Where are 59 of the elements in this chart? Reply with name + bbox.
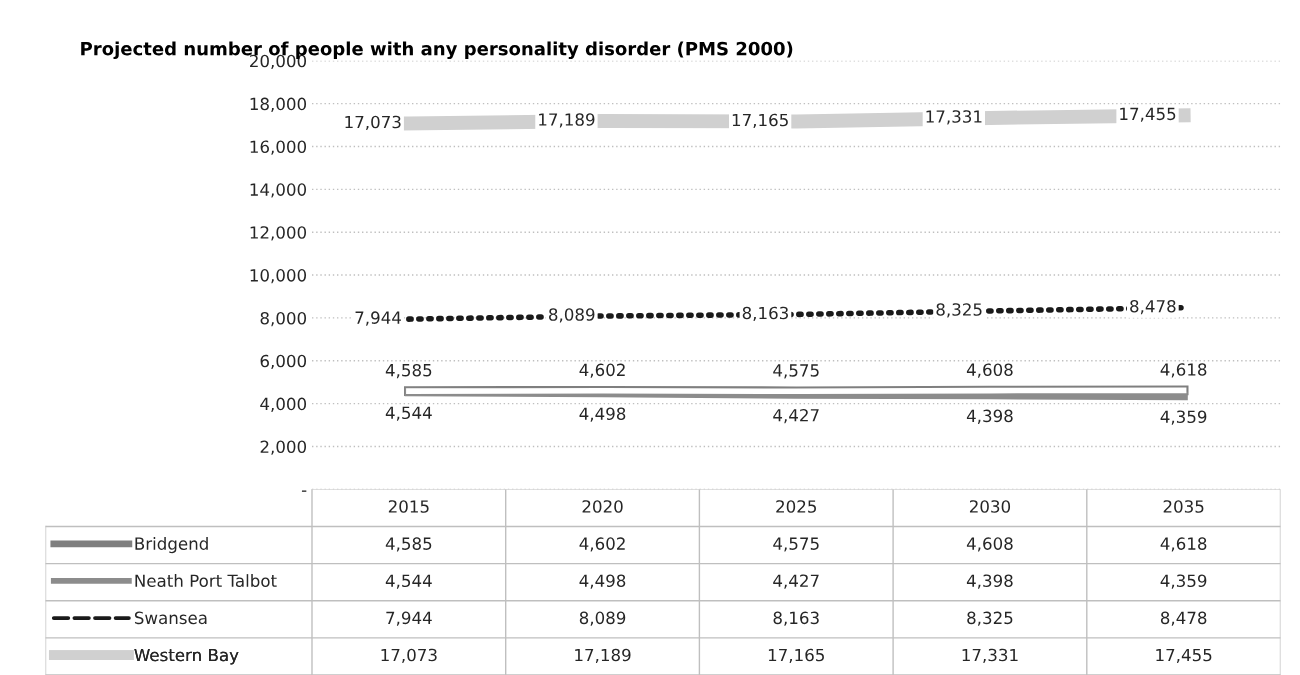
text: 4,608 <box>966 363 1013 378</box>
text: 4,602 <box>579 363 625 378</box>
y-tick-label: 14,000 <box>250 183 307 198</box>
text: 4,359 <box>1160 410 1207 425</box>
text: 4,575 <box>773 364 819 379</box>
data-label: 17,455 <box>1156 648 1212 663</box>
text: 4,585 <box>385 363 432 379</box>
data-label: 4,575 <box>773 537 819 552</box>
y-tick-label: 4,000 <box>260 397 307 412</box>
data-label: 4,427 <box>773 574 819 589</box>
text: 8,089 <box>549 308 595 323</box>
x-tick-label: 2030 <box>969 500 1011 513</box>
data-label: 17,165 <box>768 648 824 663</box>
data-label: 4,359 <box>1160 574 1207 589</box>
y-tick-label: 6,000 <box>260 354 307 370</box>
text: 4,427 <box>773 408 819 424</box>
text: 4,618 <box>1160 363 1207 378</box>
data-label: 7,944 <box>386 611 432 626</box>
data-label: 4,544 <box>385 574 432 589</box>
data-label: 8,089 <box>579 611 626 626</box>
y-tick-label: 2,000 <box>260 440 307 455</box>
data-label: 17,073 <box>381 648 437 663</box>
y-tick-label: - <box>301 490 307 492</box>
legend-label: Swansea <box>134 611 207 625</box>
data-label: 4,618 <box>1160 537 1207 552</box>
text: 8,163 <box>742 306 788 321</box>
text: 8,478 <box>1130 299 1176 315</box>
data-label: 4,498 <box>579 574 626 589</box>
text: 17,189 <box>539 113 595 128</box>
data-label: 8,163 <box>773 611 819 626</box>
data-label: 17,189 <box>575 648 631 663</box>
data-label: 4,608 <box>966 537 1013 552</box>
text: 7,944 <box>355 311 401 326</box>
data-label: 4,585 <box>385 537 432 552</box>
x-tick-label: 2020 <box>582 500 623 513</box>
legend-label: Bridgend <box>135 537 208 554</box>
data-label: 4,398 <box>966 574 1013 589</box>
text: 17,331 <box>926 110 982 125</box>
y-tick-label: 12,000 <box>250 226 307 241</box>
x-tick-label: 2035 <box>1163 500 1204 513</box>
data-label: 8,478 <box>1160 611 1207 626</box>
data-label: 4,602 <box>579 537 625 552</box>
x-tick-label: 2015 <box>388 500 429 513</box>
legend-label: Neath Port Talbot <box>135 574 277 588</box>
y-tick-label: 16,000 <box>250 140 307 155</box>
y-tick-label: 8,000 <box>260 311 307 327</box>
text: 4,398 <box>966 409 1013 424</box>
text: 4,544 <box>385 406 432 421</box>
text: 8,325 <box>936 303 982 318</box>
text: 17,073 <box>345 115 401 131</box>
text: 17,455 <box>1120 107 1176 122</box>
text: 4,498 <box>579 407 626 422</box>
y-tick-label: 10,000 <box>250 269 307 284</box>
data-label: 17,331 <box>962 648 1018 663</box>
x-tick-label: 2025 <box>776 500 816 513</box>
text: 17,165 <box>732 113 788 129</box>
data-label: 8,325 <box>967 611 1013 626</box>
y-tick-label: 18,000 <box>250 97 307 112</box>
legend-label: Western Bay <box>134 648 239 665</box>
